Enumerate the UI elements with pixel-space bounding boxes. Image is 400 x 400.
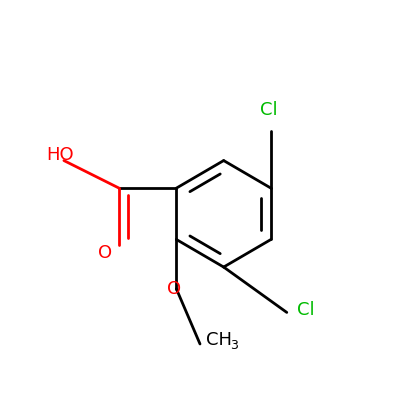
Text: 3: 3 [230,340,238,352]
Text: O: O [98,244,112,262]
Text: HO: HO [46,146,74,164]
Text: CH: CH [206,331,232,349]
Text: Cl: Cl [297,302,314,320]
Text: O: O [167,280,182,298]
Text: Cl: Cl [260,101,278,119]
